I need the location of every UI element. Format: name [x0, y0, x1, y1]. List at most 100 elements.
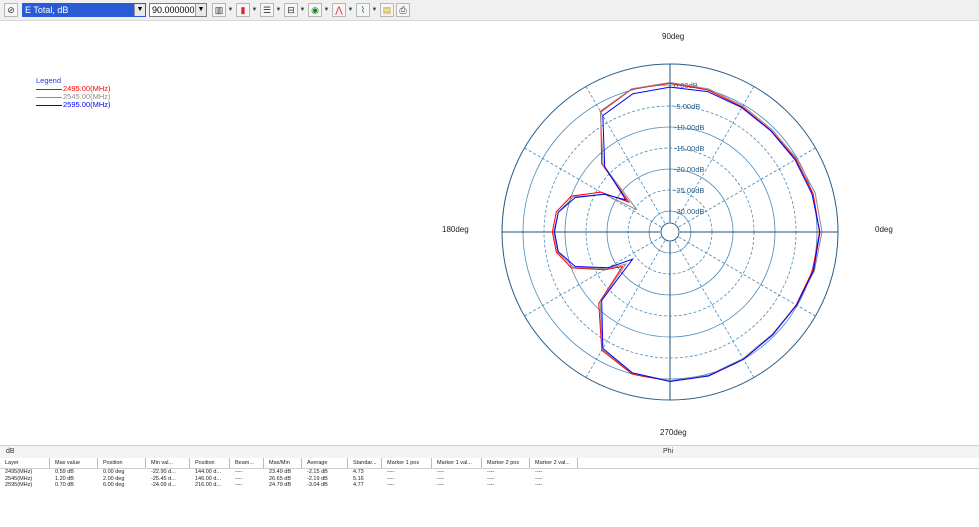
copy-button[interactable]: ▤ [380, 3, 394, 17]
table-cell: ---- [235, 469, 243, 475]
axis-label-top: 90deg [662, 32, 685, 41]
table-cell: ---- [535, 469, 543, 475]
column-header[interactable]: Position [98, 458, 146, 468]
table-cell: 5.16 [353, 475, 364, 482]
table-header: Layer Max value Position Min val... Position… [0, 458, 979, 469]
legend-title: Legend [36, 76, 62, 85]
angle-select[interactable]: 90.000000 ▼ [149, 3, 207, 17]
table-cell: 0.70 dB [55, 482, 74, 488]
legend: Legend 2495.00(MHz) 2545.00(MHz) 2595.00… [36, 77, 111, 109]
table-cell: ---- [437, 475, 445, 482]
table-cell: 0.59 dB [55, 469, 74, 475]
curve-button[interactable]: ⌇ [356, 3, 370, 17]
toolbar: ⊘ E Total, dB ▼ 90.000000 ▼ ▥ ▼ ▮ ▼ ☰ ▼ … [0, 0, 979, 21]
radial-tick-label: -5.00dB [674, 102, 700, 111]
angle-select-value: 90.000000 [152, 5, 195, 15]
table-cell: ---- [387, 475, 395, 482]
legend-swatch-red [36, 88, 62, 90]
table-cell: ---- [437, 482, 445, 488]
table-cell: 26.65 dB [269, 475, 292, 482]
list-view-button[interactable]: ☰ [260, 3, 274, 17]
status-axis: Phi [663, 448, 674, 455]
axis-label-left: 180deg [442, 225, 469, 234]
refresh-button[interactable]: ⊘ [4, 3, 18, 17]
display-mode-dropdown[interactable]: ▼ [227, 7, 234, 13]
radial-tick-label: -25.00dB [674, 186, 704, 195]
quantity-select-value: E Total, dB [25, 5, 69, 15]
column-header[interactable]: Beam... [230, 458, 264, 468]
table-cell: 24.79 dB [269, 482, 292, 488]
legend-swatch-blue [36, 104, 62, 106]
table-cell: ---- [235, 475, 243, 482]
axis-view-dropdown[interactable]: ▼ [299, 7, 306, 13]
marker-button[interactable]: ⋀ [332, 3, 346, 17]
table-cell: -3.04 dB [307, 482, 328, 488]
radial-tick-label: -30.00dB [674, 207, 704, 216]
plot-area: Legend 2495.00(MHz) 2545.00(MHz) 2595.00… [0, 21, 979, 445]
legend-item: 2495.00(MHz) [36, 85, 111, 93]
axis-label-bottom: 270deg [660, 428, 687, 437]
color-map-dropdown[interactable]: ▼ [251, 7, 258, 13]
column-header[interactable]: Layer [0, 458, 50, 468]
grid-spoke [674, 240, 755, 378]
status-units: dB [6, 448, 15, 455]
table-cell: ---- [387, 482, 395, 488]
polar-chart: 0.00dB-5.00dB-10.00dB-15.00dB-20.00dB-25… [501, 63, 839, 401]
column-header[interactable]: Max value [50, 458, 98, 468]
column-header[interactable]: Marker 2 val... [530, 458, 578, 468]
axis-label-right: 0deg [875, 225, 893, 234]
table-cell: ---- [387, 469, 395, 475]
column-header[interactable]: Marker 1 val... [432, 458, 482, 468]
column-header[interactable]: Max/Min [264, 458, 302, 468]
table-cell: 144.00 d... [195, 469, 221, 475]
table-cell: 4.77 [353, 482, 364, 488]
table-cell: 2545(MHz) [5, 475, 33, 482]
chevron-down-icon: ▼ [195, 4, 206, 16]
table-cell: 1.20 dB [55, 475, 74, 482]
legend-item: 2595.00(MHz) [36, 101, 111, 109]
table-cell: 2.00 deg [103, 475, 125, 482]
quantity-select[interactable]: E Total, dB ▼ [22, 3, 146, 17]
table-cell: 146.00 d... [195, 475, 221, 482]
display-mode-button[interactable]: ▥ [212, 3, 226, 17]
color-map-button[interactable]: ▮ [236, 3, 250, 17]
column-header[interactable]: Position [190, 458, 230, 468]
column-header[interactable]: Min val... [146, 458, 190, 468]
grid-spoke [678, 236, 816, 317]
table-cell: 2595(MHz) [5, 482, 33, 488]
table-cell: ---- [235, 482, 243, 488]
grid-spoke [524, 236, 662, 317]
table-cell: -25.45 d... [151, 475, 176, 482]
column-header[interactable]: Standar... [348, 458, 382, 468]
grid-spoke [524, 147, 662, 228]
table-cell: -2.15 dB [307, 469, 328, 475]
column-header[interactable]: Marker 2 pos [482, 458, 530, 468]
series-curve [553, 86, 821, 383]
table-cell: 23.49 dB [269, 469, 292, 475]
axis-view-button[interactable]: ⊟ [284, 3, 298, 17]
list-view-dropdown[interactable]: ▼ [275, 7, 282, 13]
table-cell: 4.73 [353, 469, 364, 475]
polar-view-dropdown[interactable]: ▼ [323, 7, 330, 13]
column-header[interactable]: Marker 1 pos [382, 458, 432, 468]
table-cell: ---- [535, 475, 543, 482]
table-body: 2495(MHz) 0.59 dB 0.00 deg -22.90 d... 144.0… [0, 469, 979, 489]
polar-view-button[interactable]: ◉ [308, 3, 322, 17]
table-row[interactable]: 2495(MHz) 0.59 dB 0.00 deg -22.90 d... 144.0… [0, 469, 979, 476]
marker-dropdown[interactable]: ▼ [347, 7, 354, 13]
legend-label: 2545.00(MHz) [63, 92, 111, 101]
legend-swatch-gray [36, 96, 62, 98]
radial-tick-label: -10.00dB [674, 123, 704, 132]
radial-tick-label: -15.00dB [674, 144, 704, 153]
radial-tick-label: -20.00dB [674, 165, 704, 174]
table-cell: ---- [535, 482, 543, 488]
print-button[interactable]: ⎙ [396, 3, 410, 17]
table-cell: ---- [487, 482, 495, 488]
table-row[interactable]: 2545(MHz) 1.20 dB 2.00 deg -25.45 d... 146.0… [0, 476, 979, 483]
table-cell: 0.00 deg [103, 469, 125, 475]
center-hole [660, 222, 680, 242]
column-header[interactable]: Average [302, 458, 348, 468]
table-cell: 216.00 d... [195, 482, 221, 488]
table-row[interactable]: 2595(MHz) 0.70 dB 6.00 deg -24.09 d... 216.0… [0, 482, 979, 489]
curve-dropdown[interactable]: ▼ [371, 7, 378, 13]
